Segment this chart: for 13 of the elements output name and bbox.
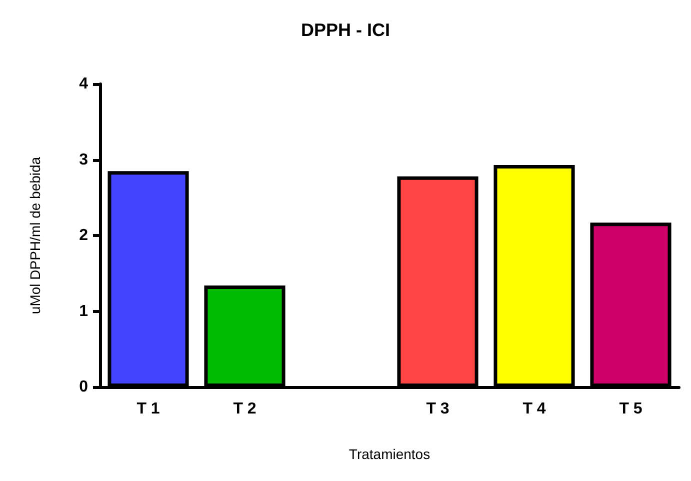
y-axis-title: uMol DPPH/ml de bebida [27,156,43,314]
x-axis-title: Tratamientos [348,446,430,462]
y-tick-label: 4 [79,76,88,92]
x-tick-label: T 3 [426,400,450,418]
x-tick-label: T 2 [233,400,256,418]
y-tick-label: 1 [79,302,88,320]
y-tick-label: 3 [79,151,88,168]
x-tick-label: T 1 [136,400,160,418]
x-tick-label: T 5 [619,400,642,418]
chart-title: DPPH - ICI [300,20,390,40]
y-tick-label: 0 [79,378,88,396]
x-tick-label: T 4 [522,400,546,418]
y-tick-label: 2 [79,227,88,244]
